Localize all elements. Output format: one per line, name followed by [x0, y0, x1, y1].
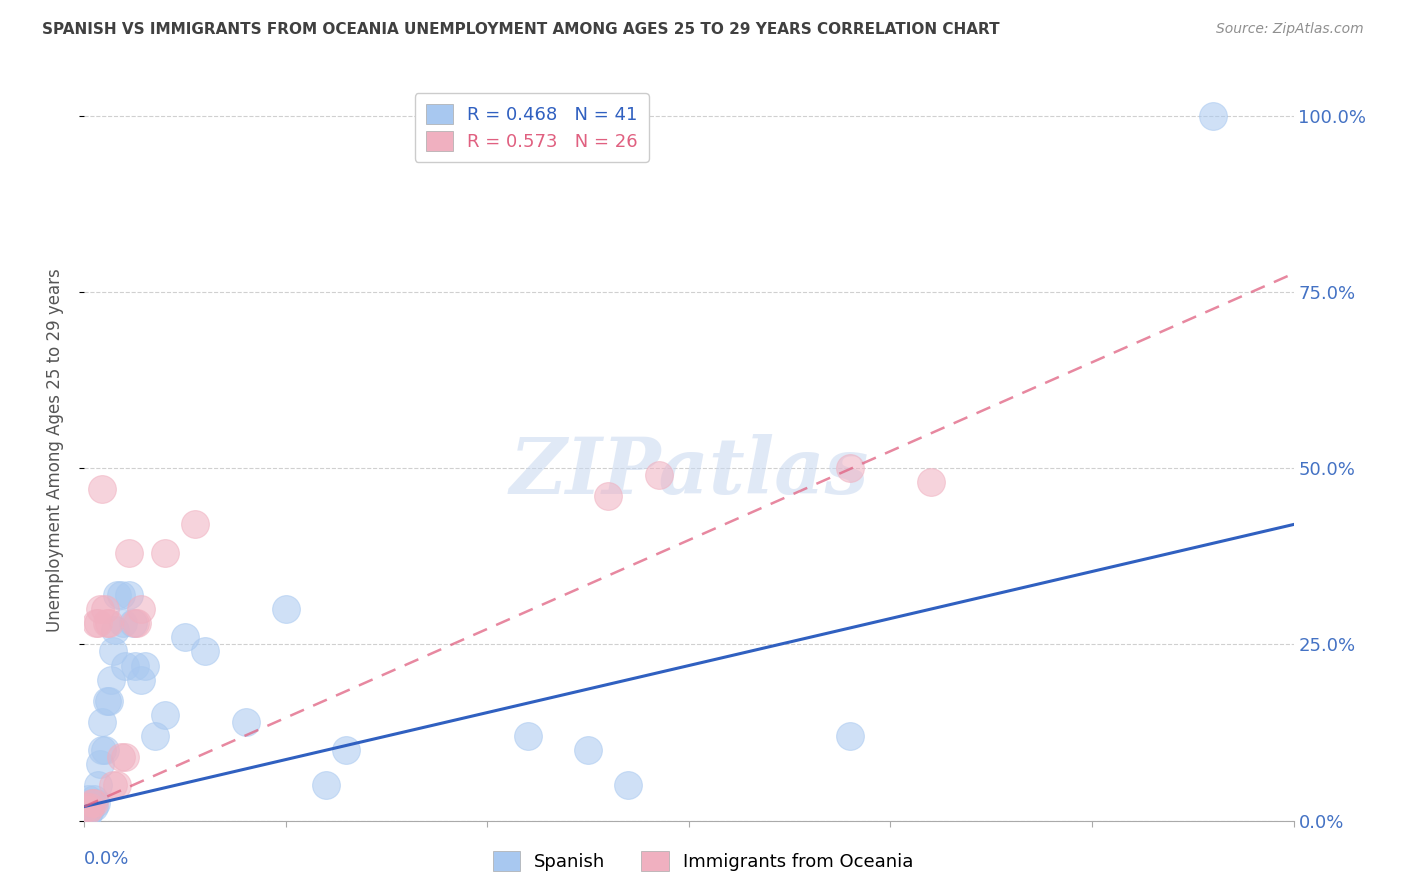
Point	[129, 673, 152, 687]
Point	[75, 799, 97, 814]
Point	[110, 588, 132, 602]
Point	[125, 616, 148, 631]
Point	[75, 799, 97, 814]
Point	[920, 475, 942, 490]
Point	[194, 644, 217, 658]
Legend: Spanish, Immigrants from Oceania: Spanish, Immigrants from Oceania	[485, 844, 921, 879]
Point	[79, 799, 101, 814]
Point	[91, 482, 114, 496]
Point	[104, 624, 127, 638]
Point	[124, 616, 146, 631]
Point	[93, 743, 115, 757]
Point	[839, 729, 862, 743]
Point	[839, 461, 862, 475]
Point	[174, 630, 197, 644]
Point	[77, 803, 100, 817]
Point	[87, 616, 110, 631]
Point	[86, 616, 108, 631]
Legend: R = 0.468   N = 41, R = 0.573   N = 26: R = 0.468 N = 41, R = 0.573 N = 26	[415, 93, 648, 161]
Point	[335, 743, 357, 757]
Point	[598, 489, 620, 503]
Point	[124, 658, 146, 673]
Point	[516, 729, 538, 743]
Point	[114, 750, 136, 764]
Point	[86, 796, 108, 810]
Text: Source: ZipAtlas.com: Source: ZipAtlas.com	[1216, 22, 1364, 37]
Point	[79, 803, 101, 817]
Point	[101, 778, 124, 792]
Point	[576, 743, 599, 757]
Point	[96, 616, 118, 631]
Point	[274, 602, 297, 616]
Point	[129, 602, 152, 616]
Point	[105, 778, 128, 792]
Point	[1202, 109, 1225, 123]
Point	[101, 644, 124, 658]
Point	[100, 673, 122, 687]
Point	[89, 757, 111, 772]
Point	[153, 546, 176, 560]
Point	[87, 778, 110, 792]
Point	[91, 743, 114, 757]
Point	[91, 714, 114, 729]
Y-axis label: Unemployment Among Ages 25 to 29 years: Unemployment Among Ages 25 to 29 years	[45, 268, 63, 632]
Point	[79, 799, 101, 814]
Point	[82, 796, 104, 810]
Point	[105, 588, 128, 602]
Point	[83, 799, 105, 814]
Point	[617, 778, 640, 792]
Text: SPANISH VS IMMIGRANTS FROM OCEANIA UNEMPLOYMENT AMONG AGES 25 TO 29 YEARS CORREL: SPANISH VS IMMIGRANTS FROM OCEANIA UNEMP…	[42, 22, 1000, 37]
Point	[153, 707, 176, 722]
Point	[89, 602, 111, 616]
Point	[121, 616, 143, 631]
Point	[110, 750, 132, 764]
Point	[143, 729, 166, 743]
Point	[77, 792, 100, 806]
Point	[93, 602, 115, 616]
Point	[96, 694, 118, 708]
Point	[83, 792, 105, 806]
Point	[648, 468, 671, 483]
Point	[134, 658, 156, 673]
Point	[97, 616, 120, 631]
Text: 0.0%: 0.0%	[84, 850, 129, 868]
Point	[111, 616, 134, 631]
Point	[97, 694, 120, 708]
Point	[114, 658, 136, 673]
Text: ZIPatlas: ZIPatlas	[509, 434, 869, 511]
Point	[184, 517, 207, 532]
Point	[82, 796, 104, 810]
Point	[77, 806, 100, 821]
Point	[118, 546, 141, 560]
Point	[235, 714, 257, 729]
Point	[118, 588, 141, 602]
Point	[315, 778, 337, 792]
Point	[83, 796, 105, 810]
